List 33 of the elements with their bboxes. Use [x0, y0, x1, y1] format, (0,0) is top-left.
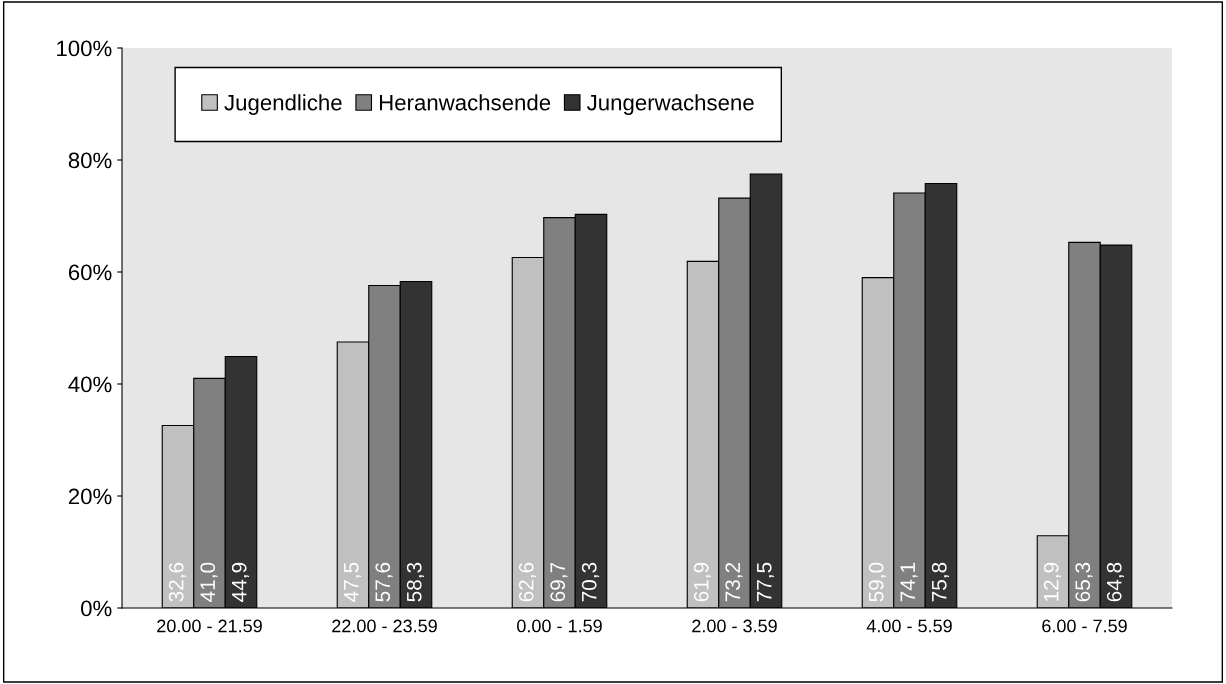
data-label: 12,9 — [1043, 562, 1062, 601]
y-tick-label: 80% — [68, 152, 112, 169]
data-label: 57,6 — [375, 562, 393, 602]
data-label: 75,8 — [931, 562, 950, 602]
x-tick-label: 2.00 - 3.59 — [692, 619, 777, 633]
data-label: 41,0 — [200, 562, 218, 602]
x-tick-label: 22.00 - 23.59 — [332, 619, 437, 633]
data-label: 47,5 — [344, 562, 362, 602]
data-label: 69,7 — [550, 562, 568, 602]
legend-label: Jungerwachsene — [587, 94, 754, 115]
x-tick-label: 0.00 - 1.59 — [517, 619, 602, 633]
x-tick-label: 6.00 - 7.59 — [1042, 619, 1127, 633]
x-tick-label: 20.00 - 21.59 — [157, 619, 262, 633]
data-label: 58,3 — [406, 562, 425, 602]
y-tick-label: 100% — [57, 40, 112, 57]
y-tick-label: 40% — [68, 376, 112, 393]
data-label: 44,9 — [231, 562, 250, 602]
y-tick-label: 20% — [68, 488, 112, 505]
legend-label: Jugendliche — [224, 94, 342, 115]
data-label: 70,3 — [581, 562, 600, 602]
data-label: 64,8 — [1106, 562, 1125, 602]
data-label: 65,3 — [1075, 562, 1093, 602]
legend-label: Heranwachsende — [379, 94, 551, 111]
data-label: 74,1 — [900, 562, 918, 602]
x-tick-label: 4.00 - 5.59 — [866, 619, 952, 633]
data-label: 62,6 — [518, 562, 537, 602]
data-label: 59,0 — [868, 562, 887, 602]
data-label: 32,6 — [168, 562, 187, 602]
y-tick-label: 0% — [81, 600, 112, 617]
data-label: 61,9 — [693, 562, 712, 602]
data-label: 77,5 — [757, 562, 775, 602]
data-label: 73,2 — [725, 562, 743, 602]
y-tick-label: 60% — [68, 264, 112, 281]
